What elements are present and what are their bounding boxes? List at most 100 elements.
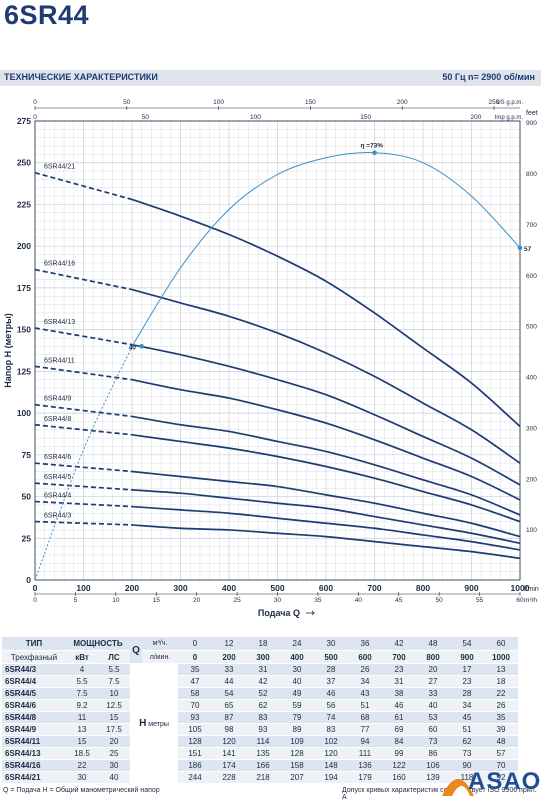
table-cell: 6SR44/9 bbox=[2, 723, 66, 736]
table-cell: 65 bbox=[212, 699, 246, 712]
table-cell: 6SR44/6 bbox=[2, 699, 66, 712]
y-tick-label: 275 bbox=[17, 116, 31, 126]
y-tick-label: 125 bbox=[17, 366, 31, 376]
x-tick-lmin: 300 bbox=[173, 583, 187, 593]
x-tick-impgpm: 200 bbox=[471, 114, 482, 121]
table-cell: 99 bbox=[382, 747, 416, 760]
x-tick-lmin: 200 bbox=[125, 583, 139, 593]
y-tick-label: 25 bbox=[22, 533, 32, 543]
th-q-m3h: 0 bbox=[178, 637, 212, 651]
th-q-lmin: 200 bbox=[212, 650, 246, 664]
table-cell: 83 bbox=[246, 711, 280, 724]
x-tick-m3h: 50 bbox=[436, 597, 444, 604]
table-cell: 28 bbox=[314, 663, 348, 676]
x-tick-lmin: 100 bbox=[76, 583, 90, 593]
table-cell: 6SR44/11 bbox=[2, 735, 66, 748]
series-label: 6SR44/8 bbox=[44, 416, 71, 423]
x-tick-usgpm: 150 bbox=[305, 99, 316, 106]
x-tick-lmin: 1000 bbox=[511, 583, 530, 593]
table-cell: 57 bbox=[484, 747, 518, 760]
y2-tick-label: 800 bbox=[526, 171, 537, 178]
th-q: Q bbox=[130, 637, 142, 664]
curve-6sr44-21 bbox=[131, 198, 521, 428]
series-label: 6SR44/16 bbox=[44, 261, 75, 268]
table-cell: 51 bbox=[450, 723, 484, 736]
th-q-lmin: 400 bbox=[280, 650, 314, 664]
efficiency-dashed bbox=[34, 346, 133, 581]
table-cell: 93 bbox=[246, 723, 280, 736]
th-m3h: м³/ч. bbox=[142, 637, 178, 651]
x-tick-impgpm: 50 bbox=[142, 114, 150, 121]
th-q-lmin: 900 bbox=[450, 650, 484, 664]
table-cell: 90 bbox=[450, 759, 484, 772]
x-tick-lmin: 800 bbox=[416, 583, 430, 593]
x-tick-m3h: 35 bbox=[314, 597, 322, 604]
table-cell: 74 bbox=[314, 711, 348, 724]
curve-6sr44-9 bbox=[131, 415, 521, 516]
th-q-lmin: 700 bbox=[382, 650, 416, 664]
table-cell: 30 bbox=[66, 771, 98, 784]
table-cell: 38 bbox=[382, 687, 416, 700]
series-label: 6SR44/5 bbox=[44, 474, 71, 481]
x-tick-usgpm: 250 bbox=[489, 99, 500, 106]
table-cell: 25 bbox=[98, 747, 130, 760]
page-title: 6SR44 bbox=[4, 0, 90, 30]
table-cell: 102 bbox=[314, 735, 348, 748]
curve-6sr44-13 bbox=[131, 343, 521, 486]
table-cell: 83 bbox=[314, 723, 348, 736]
curve-6sr44-3 bbox=[131, 524, 521, 560]
x-axis-title: Подача Q bbox=[258, 608, 300, 618]
efficiency-marker bbox=[139, 344, 144, 349]
table-cell: 6SR44/13 bbox=[2, 747, 66, 760]
th-h-meters: H метры bbox=[130, 663, 178, 784]
curve-dashed-6sr44-21 bbox=[34, 171, 133, 201]
series-label: 6SR44/4 bbox=[44, 493, 71, 500]
x-tick-lmin: 700 bbox=[367, 583, 381, 593]
series-label: 6SR44/6 bbox=[44, 454, 71, 461]
curve-dashed-6sr44-4 bbox=[34, 500, 133, 508]
table-cell: 141 bbox=[212, 747, 246, 760]
curve-dashed-6sr44-5 bbox=[34, 482, 133, 491]
series-label: 6SR44/11 bbox=[44, 357, 75, 364]
table-cell: 151 bbox=[178, 747, 212, 760]
curve-6sr44-11 bbox=[131, 378, 521, 501]
th-q-lmin: 300 bbox=[246, 650, 280, 664]
table-cell: 20 bbox=[98, 735, 130, 748]
efficiency-curve bbox=[34, 150, 523, 581]
company-logo-icon bbox=[442, 779, 474, 796]
table-cell: 194 bbox=[314, 771, 348, 784]
table-cell: 9.2 bbox=[66, 699, 98, 712]
table-cell: 37 bbox=[314, 675, 348, 688]
table-cell: 68 bbox=[348, 711, 382, 724]
efficiency-start-label: 40 bbox=[129, 344, 137, 351]
x-tick-impgpm: 100 bbox=[250, 114, 261, 121]
curve-dashed-6sr44-3 bbox=[34, 520, 133, 526]
y-tick-label: 100 bbox=[17, 408, 31, 418]
table-cell: 87 bbox=[212, 711, 246, 724]
table-cell: 5.5 bbox=[66, 675, 98, 688]
table-cell: 44 bbox=[212, 675, 246, 688]
table-cell: 166 bbox=[246, 759, 280, 772]
table-cell: 179 bbox=[348, 771, 382, 784]
table-cell: 35 bbox=[484, 711, 518, 724]
table-cell: 18 bbox=[484, 675, 518, 688]
table-cell: 33 bbox=[416, 687, 450, 700]
x-unit-impgpm: Imp g.p.m. bbox=[495, 115, 524, 121]
table-cell: 20 bbox=[416, 663, 450, 676]
y2-tick-label: 300 bbox=[526, 425, 537, 432]
table-cell: 51 bbox=[348, 699, 382, 712]
table-cell: 109 bbox=[280, 735, 314, 748]
x-tick-lmin: 400 bbox=[222, 583, 236, 593]
table-cell: 73 bbox=[450, 747, 484, 760]
curve-6sr44-4 bbox=[131, 505, 521, 551]
x-tick-usgpm: 50 bbox=[123, 99, 131, 106]
th-q-m3h: 12 bbox=[212, 637, 246, 651]
th-q-m3h: 24 bbox=[280, 637, 314, 651]
efficiency-peak-label: η =73% bbox=[361, 143, 384, 150]
table-cell: 186 bbox=[178, 759, 212, 772]
table-cell: 42 bbox=[246, 675, 280, 688]
table-cell: 15 bbox=[98, 711, 130, 724]
performance-chart: 0255075100125150175200225250275100200300… bbox=[3, 99, 539, 618]
th-q-m3h: 42 bbox=[382, 637, 416, 651]
series-label: 6SR44/13 bbox=[44, 319, 75, 326]
